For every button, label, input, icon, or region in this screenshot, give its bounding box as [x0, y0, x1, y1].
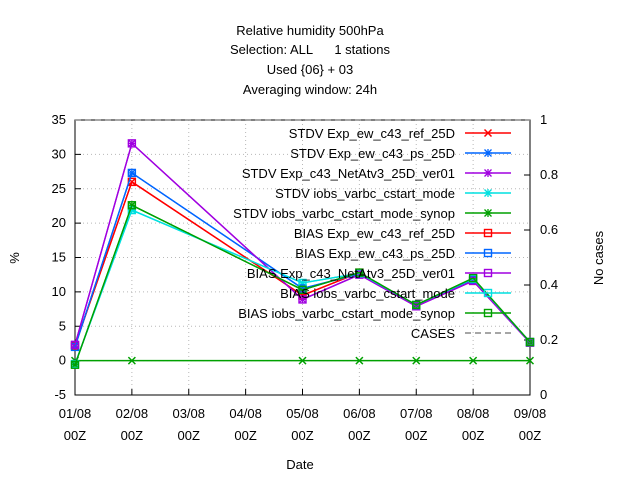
- x-tick-label: 02/08: [116, 406, 149, 421]
- data-point: [70, 360, 80, 369]
- x-tick-label: 04/08: [229, 406, 262, 421]
- x-tick-label: 03/08: [172, 406, 205, 421]
- x-tick-label-time: 00Z: [462, 428, 484, 443]
- data-point: [355, 268, 364, 277]
- y2-tick-label: 0: [540, 387, 547, 402]
- title-line-3: Used {06} + 03: [267, 62, 353, 77]
- series-line-9: [74, 204, 531, 365]
- legend-marker: [484, 169, 492, 177]
- legend-label: STDV Exp_ew_c43_ref_25D: [289, 126, 455, 141]
- legend-label: STDV Exp_ew_c43_ps_25D: [290, 146, 455, 161]
- y2-tick-label: 0.6: [540, 222, 558, 237]
- y-tick-label: 0: [59, 353, 66, 368]
- chart-title: Relative humidity 500hPa Selection: ALL …: [230, 23, 390, 97]
- x-tick-label-time: 00Z: [234, 428, 256, 443]
- legend-marker: [484, 149, 492, 157]
- legend-label: STDV iobs_varbc_cstart_mode: [275, 186, 455, 201]
- legend-marker: [483, 288, 493, 298]
- zero-line-point: [469, 356, 478, 365]
- legend-label: STDV Exp_c43_NetAtv3_25D_ver01: [242, 166, 455, 181]
- data-point: [127, 168, 137, 178]
- title-line-1: Relative humidity 500hPa: [236, 23, 384, 38]
- zero-line-point: [127, 356, 136, 365]
- y-tick-label: 30: [52, 146, 66, 161]
- legend-marker: [484, 189, 492, 197]
- x-tick-label-time: 00Z: [519, 428, 541, 443]
- y-tick-label: 15: [52, 250, 66, 265]
- zero-line-point: [298, 356, 307, 365]
- y-axis-label: %: [7, 252, 22, 264]
- zero-line-point: [412, 356, 421, 365]
- title-line-4: Averaging window: 24h: [243, 82, 377, 97]
- y-tick-label: 5: [59, 318, 66, 333]
- x-tick-label: 05/08: [286, 406, 319, 421]
- data-point: [127, 201, 137, 210]
- legend-marker: [483, 308, 493, 318]
- legend-label: BIAS iobs_varbc_cstart_mode: [280, 286, 455, 301]
- legend-label: CASES: [411, 326, 455, 341]
- x-tick-label: 07/08: [400, 406, 433, 421]
- zero-line-point: [355, 356, 364, 365]
- data-point: [412, 300, 421, 310]
- legend-label: BIAS Exp_ew_c43_ref_25D: [294, 226, 455, 241]
- x-tick-label-time: 00Z: [291, 428, 313, 443]
- legend-marker: [484, 209, 492, 217]
- x-tick-label-time: 00Z: [178, 428, 200, 443]
- y-tick-label: -5: [54, 387, 66, 402]
- x-axis-label: Date: [286, 457, 313, 472]
- y2-tick-label: 0.4: [540, 277, 558, 292]
- legend-label: BIAS Exp_c43_NetAtv3_25D_ver01: [247, 266, 455, 281]
- x-tick-label-time: 00Z: [64, 428, 86, 443]
- x-tick-label-time: 00Z: [348, 428, 370, 443]
- x-tick-label-time: 00Z: [121, 428, 143, 443]
- data-point: [70, 340, 80, 350]
- data-point: [127, 139, 137, 148]
- legend-label: BIAS iobs_varbc_cstart_mode_synop: [238, 306, 455, 321]
- legend: STDV Exp_ew_c43_ref_25D STDV Exp_ew_c43_p…: [233, 126, 511, 341]
- data-point: [298, 295, 307, 304]
- y2-tick-label: 0.8: [540, 167, 558, 182]
- y-tick-label: 20: [52, 215, 66, 230]
- x-tick-label-time: 00Z: [405, 428, 427, 443]
- x-tick-label: 09/08: [514, 406, 547, 421]
- y-tick-label: 10: [52, 284, 66, 299]
- series: [70, 119, 535, 369]
- legend-marker: [483, 128, 493, 138]
- legend-marker: [483, 228, 493, 238]
- x-tick-label: 01/08: [59, 406, 92, 421]
- legend-label: BIAS Exp_ew_c43_ps_25D: [295, 246, 455, 261]
- legend-label: STDV iobs_varbc_cstart_mode_synop: [233, 206, 455, 221]
- data-point: [525, 337, 535, 347]
- legend-marker: [483, 248, 493, 258]
- y-tick-label: 25: [52, 181, 66, 196]
- axes: -5 0 5 10 15 20 25 30 35 0 0.2 0.4 0.6 0.8 1 01/08 00Z 02…: [52, 112, 559, 443]
- x-tick-label: 06/08: [343, 406, 376, 421]
- series-line-7: [74, 142, 531, 346]
- x-tick-label: 08/08: [457, 406, 490, 421]
- data-point: [298, 285, 307, 295]
- y-tick-label: 35: [52, 112, 66, 127]
- y2-axis-label: No cases: [591, 230, 606, 285]
- title-line-2: Selection: ALL 1 stations: [230, 42, 390, 57]
- data-point: [468, 273, 478, 283]
- legend-marker: [483, 268, 493, 278]
- zero-line-point: [525, 356, 535, 365]
- y2-tick-label: 0.2: [540, 332, 558, 347]
- y2-tick-label: 1: [540, 112, 547, 127]
